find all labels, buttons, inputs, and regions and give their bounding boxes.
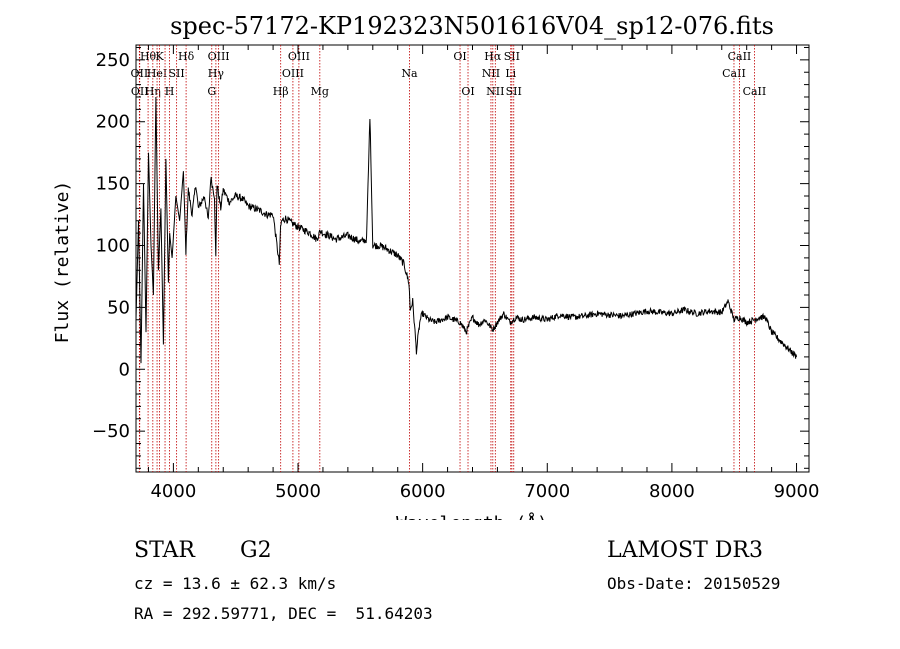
spectral-line-label: OIII	[282, 67, 304, 80]
y-tick-label: 0	[119, 359, 130, 380]
y-tick-label: 150	[96, 174, 130, 195]
spectral-line-label: NII	[482, 67, 500, 80]
spectrum-chart: spec-57172-KP192323N501616V04_sp12-076.f…	[52, 12, 819, 520]
y-tick-label: 250	[96, 50, 130, 71]
spectral-line-label: SII	[506, 85, 522, 98]
spectral-line-label: CaII	[722, 67, 746, 80]
x-tick-label: 4000	[150, 481, 196, 502]
redshift-text: cz = 13.6 ± 62.3 km/s	[134, 574, 337, 593]
x-axis-label: Wavelength (Å)	[396, 512, 548, 520]
spectral-line-label: SII	[169, 67, 185, 80]
object-subclass: G2	[240, 538, 272, 563]
spectral-line-label: CaII	[743, 85, 767, 98]
spectral-line-label: Hθ	[140, 50, 157, 63]
y-axis-label: Flux (relative)	[52, 181, 73, 344]
spectral-line-label: Mg	[311, 85, 329, 98]
x-tick-label: 8000	[649, 481, 695, 502]
spectral-line-label: OI	[461, 85, 474, 98]
axis-ticks: 4000 5000 6000 7000 8000 9000 −50 0 50 100 150 200 2…	[92, 45, 819, 502]
chart-title: spec-57172-KP192323N501616V04_sp12-076.f…	[170, 12, 774, 40]
object-class: STAR	[134, 538, 195, 563]
obs-date-text: Obs-Date: 20150529	[607, 574, 781, 593]
spectral-line-label: OI	[453, 50, 466, 63]
spectral-line-label: Li	[505, 67, 516, 80]
survey-name: LAMOST DR3	[607, 538, 763, 563]
flux-series	[135, 96, 797, 364]
spectral-line-markers: OIIOIIHθHηHeIKHSIIHδGHγOIIIHβOIIIOIIIMgN…	[131, 45, 767, 472]
x-tick-label: 9000	[774, 481, 820, 502]
x-tick-label: 6000	[400, 481, 446, 502]
spectral-line-label: G	[207, 85, 216, 98]
spectral-line-label: K	[155, 50, 164, 63]
spectral-line-label: Hα	[484, 50, 502, 63]
y-tick-label: −50	[92, 421, 130, 442]
y-tick-label: 200	[96, 112, 130, 133]
spectral-line-label: H	[165, 85, 175, 98]
spectral-line-label: NII	[486, 85, 504, 98]
spectral-line-label: SII	[504, 50, 520, 63]
spectral-line-label: HeI	[147, 67, 167, 80]
spectral-line-label: OIII	[288, 50, 310, 63]
spectral-line-label: OIII	[208, 50, 230, 63]
plot-frame	[135, 44, 810, 473]
x-tick-label: 7000	[524, 481, 570, 502]
flux-line	[135, 96, 797, 364]
spectral-line-label: Na	[401, 67, 418, 80]
y-tick-label: 50	[107, 297, 130, 318]
spectral-line-label: CaII	[728, 50, 752, 63]
y-tick-label: 100	[96, 236, 130, 257]
coordinates-text: RA = 292.59771, DEC = 51.64203	[134, 604, 433, 623]
spectral-line-label: OII	[131, 85, 149, 98]
spectral-line-label: Hβ	[273, 85, 289, 98]
x-tick-label: 5000	[275, 481, 321, 502]
spectral-line-label: Hη	[145, 85, 161, 98]
spectral-line-label: Hδ	[178, 50, 195, 63]
spectral-line-label: Hγ	[208, 67, 225, 80]
